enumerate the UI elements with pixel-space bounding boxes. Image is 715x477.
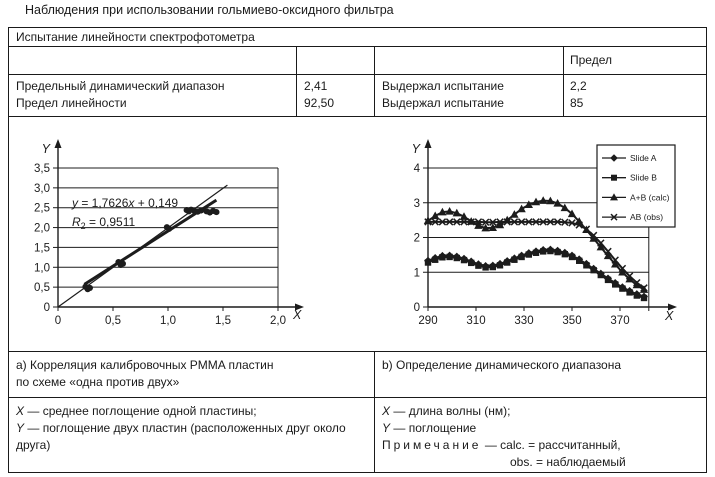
- x-axis-arrow: [295, 303, 304, 311]
- charts-figure: 0 0,5 1,0 1,5 2,0 2,5 3,0 3,5 0 0,5 1,0 1,5 2,0 y = 1…: [34, 139, 677, 327]
- x-tick-label: 310: [466, 315, 485, 327]
- x-variable: X: [16, 404, 25, 418]
- y-tick-label: 3,5: [34, 163, 50, 175]
- equation-label: y = 1,7626x + 0,149: [71, 196, 178, 210]
- x-axis-note: X — среднее поглощение одной пластины;: [16, 404, 257, 418]
- x-tick-label: 350: [562, 315, 581, 327]
- y-tick-label: 4: [414, 163, 421, 175]
- y-tick-label: 1,5: [34, 242, 50, 254]
- legend-entry-label: Slide B: [630, 173, 657, 183]
- scatter-points: [82, 206, 220, 293]
- table-row: Предел линейности: [16, 96, 127, 110]
- legend-entry-label: AB (obs): [630, 212, 663, 222]
- axes: XY: [412, 139, 677, 323]
- y-axis-arrow: [424, 139, 432, 148]
- y-tick-label: 3,0: [34, 183, 50, 195]
- chart-calibration-correlation: 0 0,5 1,0 1,5 2,0 2,5 3,0 3,5 0 0,5 1,0 1,5 2,0 y = 1…: [34, 139, 304, 327]
- table-cell-result: Выдержал испытание: [382, 96, 504, 110]
- x-axis-note: X — длина волны (нм);: [382, 404, 511, 418]
- x-tick-label: 1,0: [160, 315, 176, 327]
- divider: [374, 46, 375, 116]
- y-tick-label: 0,5: [34, 282, 50, 294]
- x-tick-label: 2,0: [270, 315, 286, 327]
- table-cell-limit: 2,2: [570, 79, 587, 93]
- table-cell-value: 2,41: [304, 79, 328, 93]
- y-tick-label: 0: [44, 302, 50, 314]
- table-row: Предельный динамический диапазон: [16, 79, 225, 93]
- gridlines: [58, 167, 279, 307]
- legend-entry-label: A+B (calc): [630, 192, 670, 202]
- caption-chart-a: a) Корреляция калибровочных PMMA пластин…: [16, 358, 274, 389]
- limit-column: 2,2 85: [570, 78, 587, 112]
- axis-ticks-and-labels: 0 0,5 1,0 1,5 2,0 2,5 3,0 3,5 0 0,5 1,0 1,5 2,0: [34, 163, 286, 327]
- linearity-test-table: Испытание линейности спектрофотометра Пр…: [8, 27, 707, 473]
- y-axis-arrow: [54, 139, 62, 148]
- divider: [9, 351, 706, 352]
- legend: Slide A Slide B A+B (calc) AB (obs): [596, 144, 676, 228]
- divider: [9, 116, 706, 117]
- y-tick-label: 2,0: [34, 223, 50, 235]
- limit-column-header: Предел: [570, 53, 612, 67]
- axis-ticks-and-labels: 0 1 2 3 4 290 310 330 350 370: [414, 163, 650, 327]
- legend-entry-label: Slide A: [630, 153, 657, 163]
- x-tick-label: 370: [610, 315, 629, 327]
- axes: XY: [42, 139, 304, 322]
- y-variable: Y: [382, 421, 391, 435]
- y-axis-note: Y — поглощение: [382, 421, 477, 435]
- divider: [9, 397, 706, 398]
- series-ab-obs: [424, 218, 648, 292]
- x-variable: X: [382, 404, 391, 418]
- note-line: Примечание — calc. = рассчитанный,: [382, 438, 621, 452]
- table-cell-limit: 85: [570, 96, 584, 110]
- parameter-column: Предельный динамический диапазон Предел …: [16, 78, 225, 112]
- divider: [374, 351, 375, 472]
- y-tick-label: 0: [414, 302, 420, 314]
- caption-chart-b: b) Определение динамического диапазона: [382, 358, 622, 372]
- divider: [563, 46, 564, 116]
- y-tick-label: 3: [414, 198, 420, 210]
- y-tick-label: 1,0: [34, 262, 50, 274]
- y-tick-label: 1: [414, 267, 420, 279]
- r-squared-label: R2 = 0,9511: [72, 215, 136, 231]
- y-tick-label: 2: [414, 233, 420, 245]
- table-title: Испытание линейности спектрофотометра: [16, 30, 255, 44]
- series-slide-b: [424, 247, 648, 302]
- y-axis-note: Y — поглощение двух пластин (расположенн…: [16, 421, 346, 452]
- value-column: 2,41 92,50: [304, 78, 334, 112]
- x-axis-letter: X: [292, 308, 302, 322]
- x-tick-label: 0: [55, 315, 61, 327]
- y-axis-letter: Y: [42, 142, 52, 156]
- y-axis-letter: Y: [412, 142, 422, 156]
- regression-line: [83, 198, 218, 286]
- x-axis-arrow: [668, 303, 677, 311]
- note-label: Примечание: [382, 438, 482, 452]
- table-cell-result: Выдержал испытание: [382, 79, 504, 93]
- table-cell-value: 92,50: [304, 96, 335, 110]
- note-obs-line: obs. = наблюдаемый: [510, 455, 626, 469]
- x-tick-label: 1,5: [215, 315, 231, 327]
- x-axis-letter: X: [664, 309, 674, 323]
- y-variable: Y: [16, 421, 25, 435]
- series-a-b-calc: [423, 196, 649, 293]
- y-tick-label: 2,5: [34, 203, 50, 215]
- axis-notes-left: X — среднее поглощение одной пластины; Y…: [16, 403, 368, 454]
- x-tick-label: 290: [418, 315, 437, 327]
- divider: [9, 46, 706, 47]
- divider: [296, 46, 297, 116]
- x-tick-label: 330: [514, 315, 533, 327]
- x-tick-label: 0,5: [105, 315, 121, 327]
- document-title: Наблюдения при использовании гольмиево-о…: [25, 3, 394, 17]
- result-column: Выдержал испытание Выдержал испытание: [382, 78, 504, 112]
- divider: [9, 74, 706, 75]
- axis-notes-right: X — длина волны (нм); Y — поглощение При…: [382, 403, 697, 471]
